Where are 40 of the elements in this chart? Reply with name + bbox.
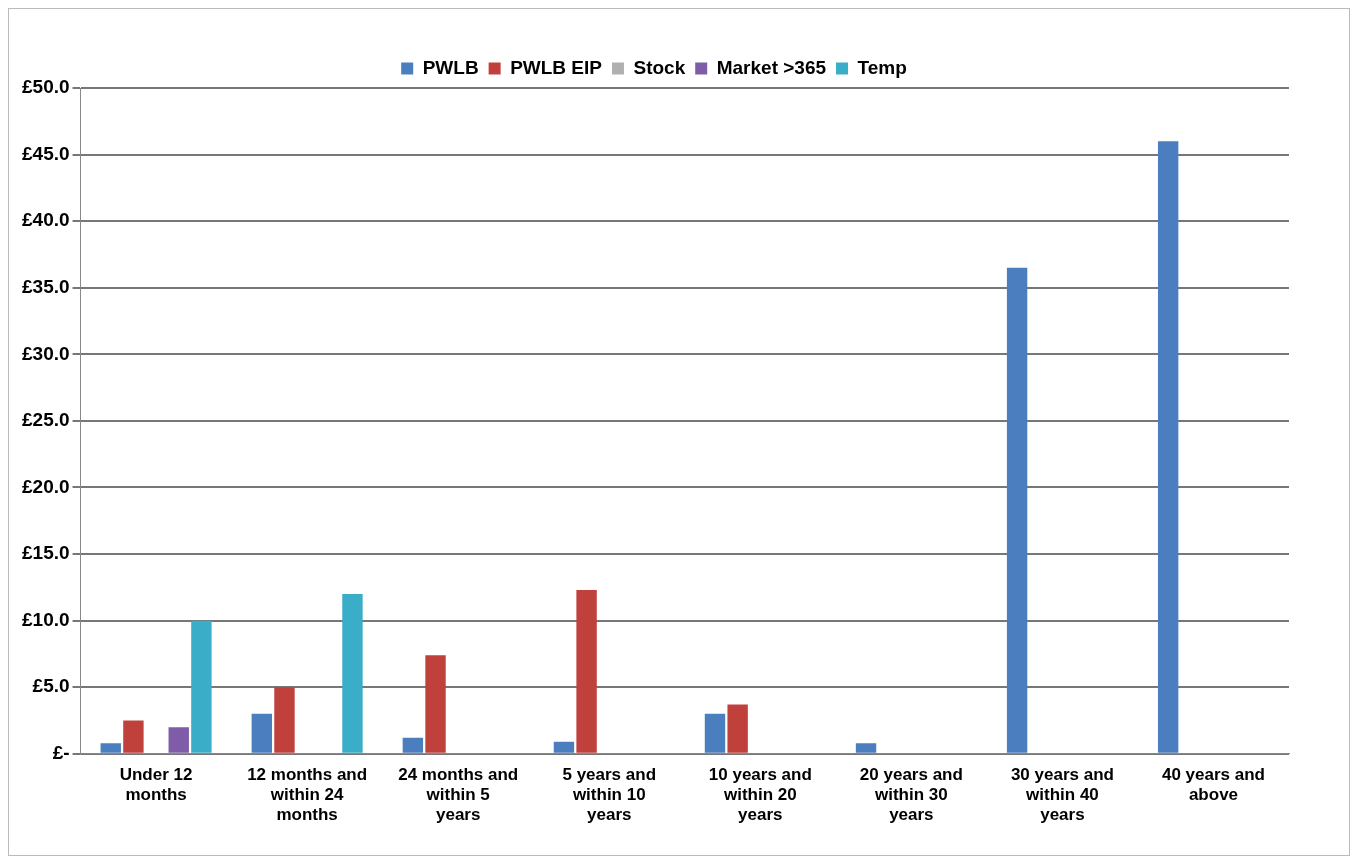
bar (342, 594, 363, 753)
bar (191, 620, 212, 753)
bar (123, 720, 144, 753)
bar (576, 590, 597, 753)
x-tick-label: 24 months and within 5 years (398, 764, 519, 825)
bar (704, 713, 726, 753)
bar (168, 727, 189, 753)
x-tick-label: 30 years and within 40 years (1010, 764, 1114, 825)
y-tick-label: £5.0 (32, 675, 70, 697)
y-tick-label: £10.0 (22, 608, 70, 630)
bar (553, 741, 575, 753)
bar (1006, 267, 1028, 753)
y-tick-label: £15.0 (22, 542, 70, 564)
y-tick-label: £50.0 (22, 76, 70, 98)
bar (274, 687, 295, 753)
y-tick-label: £- (52, 742, 70, 764)
y-tick-label: £40.0 (22, 209, 70, 231)
legend-label: PWLB (422, 56, 479, 78)
bar (425, 655, 446, 753)
x-tick-label: 10 years and within 20 years (708, 764, 812, 825)
y-tick-label: £35.0 (22, 275, 70, 297)
legend-label: Temp (857, 56, 907, 78)
y-tick-label: £20.0 (22, 475, 70, 497)
bar (855, 743, 877, 753)
y-tick-label: £30.0 (22, 342, 70, 364)
x-tick-label: Under 12 months (119, 764, 193, 805)
legend-label: Stock (633, 56, 686, 78)
bar (1157, 141, 1179, 753)
bar (727, 704, 748, 753)
bar (402, 737, 424, 753)
x-tick-label: 5 years and within 10 years (562, 764, 657, 825)
x-tick-label: 20 years and within 30 years (859, 764, 963, 825)
bar (100, 743, 121, 753)
y-tick-label: £45.0 (22, 142, 70, 164)
bar (251, 713, 273, 753)
y-tick-label: £25.0 (22, 409, 70, 431)
x-tick-label: 12 months and within 24 months (247, 764, 368, 825)
x-tick-label: 40 years and above (1161, 764, 1265, 805)
legend-label: PWLB EIP (510, 56, 603, 78)
legend-label: Market >365 (716, 56, 827, 78)
